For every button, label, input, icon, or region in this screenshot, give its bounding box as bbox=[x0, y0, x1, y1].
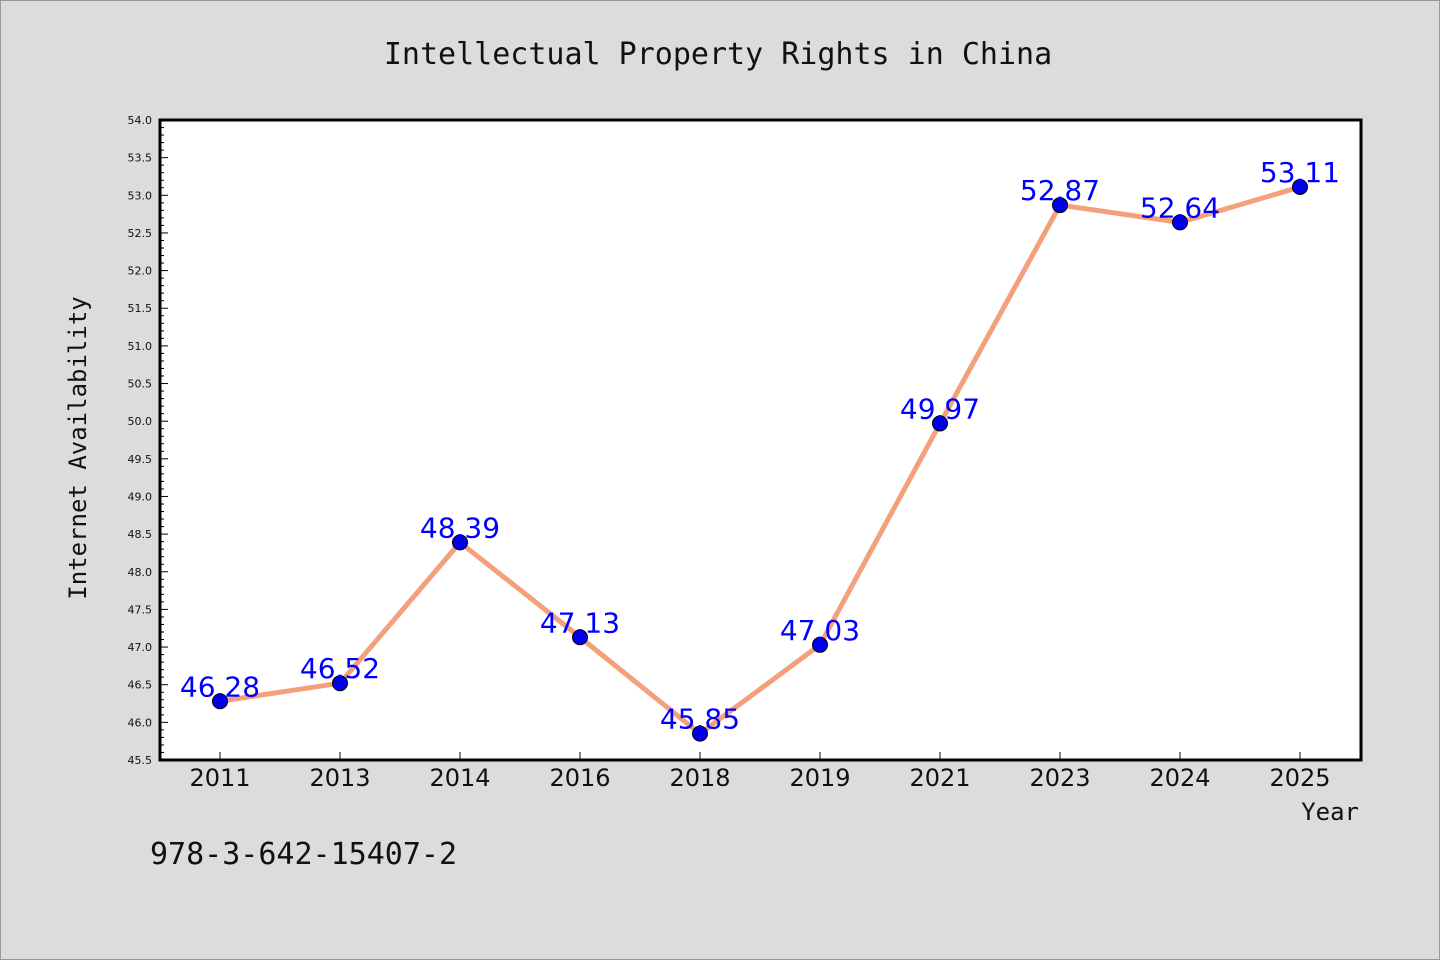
series-markers bbox=[212, 179, 1308, 742]
data-label: 49.97 bbox=[900, 392, 980, 425]
x-tick-label: 2018 bbox=[669, 764, 730, 792]
footer-text: 978-3-642-15407-2 bbox=[150, 837, 457, 872]
x-axis-label: Year bbox=[1301, 798, 1359, 826]
y-tick-label: 52.0 bbox=[128, 265, 153, 278]
data-point bbox=[812, 636, 828, 653]
data-label: 52.64 bbox=[1140, 191, 1220, 224]
y-axis-ticks: 45.5 46.0 46.5 47.0 47.5 48.0 48.5 49.0 49.5 50.0… bbox=[128, 114, 168, 767]
x-tick-label: 2016 bbox=[549, 764, 610, 792]
y-tick-label: 52.5 bbox=[128, 227, 153, 240]
y-tick-label: 45.5 bbox=[128, 754, 153, 767]
y-tick-label: 51.0 bbox=[128, 340, 153, 353]
data-point bbox=[332, 675, 348, 692]
y-tick-label: 54.0 bbox=[128, 114, 153, 127]
chart-title: Intellectual Property Rights in China bbox=[384, 37, 1052, 72]
data-label: 53.11 bbox=[1260, 156, 1340, 189]
y-axis-label: Internet Availability bbox=[64, 296, 92, 599]
x-tick-label: 2011 bbox=[189, 764, 250, 792]
y-tick-label: 49.5 bbox=[128, 453, 153, 466]
data-point bbox=[1292, 179, 1308, 196]
data-labels: 46.28 46.52 48.39 47.13 45.85 47.03 49.97 52.87… bbox=[180, 156, 1340, 736]
x-tick-label: 2025 bbox=[1269, 764, 1330, 792]
y-tick-label: 48.5 bbox=[128, 528, 153, 541]
data-label: 46.28 bbox=[180, 670, 260, 703]
data-point bbox=[212, 693, 228, 710]
data-point bbox=[692, 725, 708, 742]
data-label: 48.39 bbox=[420, 511, 500, 544]
x-tick-label: 2014 bbox=[429, 764, 490, 792]
x-tick-label: 2021 bbox=[909, 764, 970, 792]
data-point bbox=[1172, 214, 1188, 231]
data-label: 45.85 bbox=[660, 703, 740, 736]
x-tick-label: 2013 bbox=[309, 764, 370, 792]
y-tick-label: 50.5 bbox=[128, 378, 153, 391]
x-tick-label: 2019 bbox=[789, 764, 850, 792]
y-tick-label: 53.5 bbox=[128, 152, 153, 165]
y-tick-label: 50.0 bbox=[128, 415, 153, 428]
y-tick-label: 47.0 bbox=[128, 641, 153, 654]
data-label: 46.52 bbox=[300, 652, 380, 685]
data-point bbox=[1052, 197, 1068, 214]
x-tick-label: 2024 bbox=[1149, 764, 1210, 792]
data-label: 52.87 bbox=[1020, 174, 1100, 207]
data-point bbox=[452, 534, 468, 551]
y-tick-label: 49.0 bbox=[128, 490, 153, 503]
y-tick-label: 48.0 bbox=[128, 566, 153, 579]
y-tick-label: 53.0 bbox=[128, 189, 153, 202]
y-tick-label: 51.5 bbox=[128, 302, 153, 315]
series-line-path bbox=[217, 184, 1303, 737]
x-axis-ticks: 2011 2013 2014 2016 2018 2019 2021 2023 2024 2025 bbox=[189, 752, 1331, 792]
y-tick-label: 46.5 bbox=[128, 679, 153, 692]
data-label: 47.03 bbox=[780, 614, 860, 647]
data-point bbox=[572, 629, 588, 646]
data-point bbox=[932, 415, 948, 432]
data-label: 47.13 bbox=[540, 606, 620, 639]
plot-area bbox=[158, 118, 1363, 762]
y-tick-label: 47.5 bbox=[128, 603, 153, 616]
series-line bbox=[217, 184, 1303, 737]
x-tick-label: 2023 bbox=[1029, 764, 1090, 792]
y-tick-label: 46.0 bbox=[128, 716, 153, 729]
